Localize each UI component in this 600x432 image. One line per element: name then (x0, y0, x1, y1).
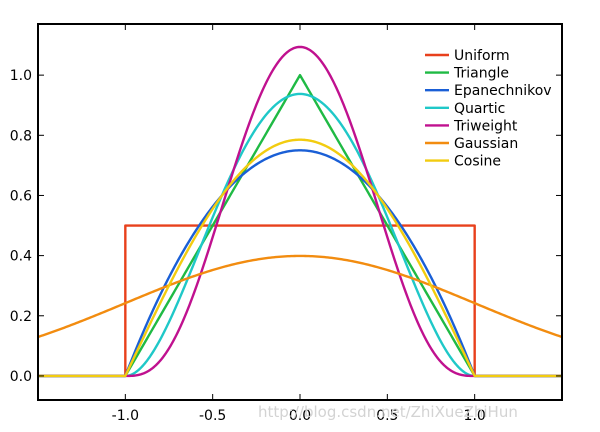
series-line-epanechnikov (38, 149, 562, 378)
series-line-uniform (38, 224, 562, 378)
series-line-triangle (38, 73, 562, 378)
series-line-triweight (38, 45, 562, 378)
legend-label-quartic: Quartic (454, 101, 505, 117)
x-tick-label: 0.0 (289, 408, 311, 424)
y-tick-label: 1.0 (10, 68, 32, 84)
tick-layer: -1.0 -0.5 0.0 0.5 1.0 0.0 0.2 0.4 0.6 0.8 1.0 (10, 24, 562, 424)
y-tick-label: 0.4 (10, 249, 32, 265)
legend-label-gaussian: Gaussian (454, 136, 518, 152)
watermark-text: http://blog.csdn.net/ZhiXueZhiHun (258, 403, 518, 421)
x-tick-label: 0.5 (376, 408, 398, 424)
y-tick-label: 0.6 (10, 188, 32, 204)
y-tick-label: 0.0 (10, 369, 32, 385)
series-layer (38, 45, 562, 378)
series-line-gaussian (38, 254, 562, 339)
legend-label-triweight: Triweight (453, 118, 518, 134)
x-tick-label: -0.5 (199, 408, 226, 424)
series-line-quartic (38, 92, 562, 378)
y-tick-label: 0.2 (10, 309, 32, 325)
x-tick-label: -1.0 (112, 408, 139, 424)
y-tick-label: 0.8 (10, 128, 32, 144)
x-tick-label: 1.0 (464, 408, 486, 424)
legend-label-cosine: Cosine (454, 154, 501, 170)
series-line-cosine (38, 138, 562, 378)
legend-label-triangle: Triangle (453, 66, 509, 82)
legend-label-epanechnikov: Epanechnikov (454, 83, 552, 99)
legend-label-uniform: Uniform (454, 48, 510, 64)
